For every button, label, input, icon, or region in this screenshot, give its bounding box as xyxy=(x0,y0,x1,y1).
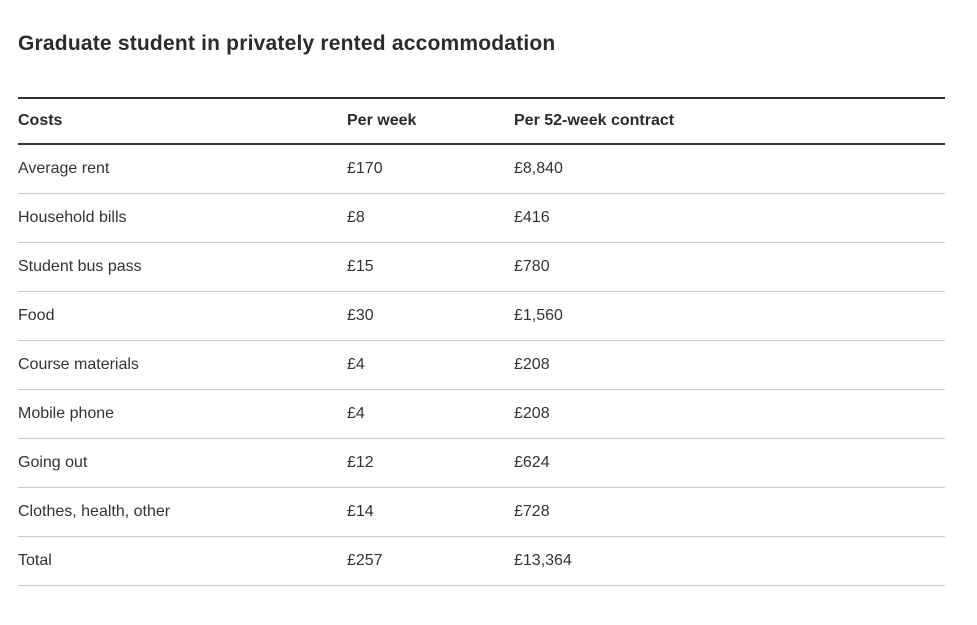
table-row-total: Total £257 £13,364 xyxy=(18,536,945,586)
cost-label-cell: Course materials xyxy=(18,340,347,390)
column-header-per-contract: Per 52-week contract xyxy=(514,98,945,145)
cost-label-cell: Clothes, health, other xyxy=(18,487,347,537)
per-week-cell: £30 xyxy=(347,291,514,341)
table-row: Clothes, health, other £14 £728 xyxy=(18,487,945,537)
column-header-per-week: Per week xyxy=(347,98,514,145)
table-row: Student bus pass £15 £780 xyxy=(18,242,945,292)
cost-label-cell: Average rent xyxy=(18,144,347,194)
per-contract-cell: £780 xyxy=(514,242,945,292)
per-week-cell: £12 xyxy=(347,438,514,488)
per-week-cell: £4 xyxy=(347,389,514,439)
per-contract-cell: £416 xyxy=(514,193,945,243)
costs-table: Costs Per week Per 52-week contract Aver… xyxy=(18,97,945,586)
table-row: Household bills £8 £416 xyxy=(18,193,945,243)
per-week-cell: £257 xyxy=(347,536,514,586)
per-contract-cell: £624 xyxy=(514,438,945,488)
per-contract-cell: £208 xyxy=(514,340,945,390)
cost-label-cell: Student bus pass xyxy=(18,242,347,292)
cost-label-cell: Household bills xyxy=(18,193,347,243)
per-week-cell: £4 xyxy=(347,340,514,390)
table-header-row: Costs Per week Per 52-week contract xyxy=(18,98,945,145)
per-contract-cell: £8,840 xyxy=(514,144,945,194)
table-row: Mobile phone £4 £208 xyxy=(18,389,945,439)
per-contract-cell: £208 xyxy=(514,389,945,439)
table-row: Course materials £4 £208 xyxy=(18,340,945,390)
table-row: Food £30 £1,560 xyxy=(18,291,945,341)
cost-label-cell: Food xyxy=(18,291,347,341)
per-contract-cell: £13,364 xyxy=(514,536,945,586)
table-row: Going out £12 £624 xyxy=(18,438,945,488)
cost-label-cell: Mobile phone xyxy=(18,389,347,439)
per-week-cell: £15 xyxy=(347,242,514,292)
column-header-costs: Costs xyxy=(18,98,347,145)
page-title: Graduate student in privately rented acc… xyxy=(18,32,556,55)
per-week-cell: £8 xyxy=(347,193,514,243)
per-contract-cell: £728 xyxy=(514,487,945,537)
cost-label-cell: Going out xyxy=(18,438,347,488)
cost-label-cell: Total xyxy=(18,536,347,586)
per-contract-cell: £1,560 xyxy=(514,291,945,341)
per-week-cell: £170 xyxy=(347,144,514,194)
table-row: Average rent £170 £8,840 xyxy=(18,144,945,194)
per-week-cell: £14 xyxy=(347,487,514,537)
